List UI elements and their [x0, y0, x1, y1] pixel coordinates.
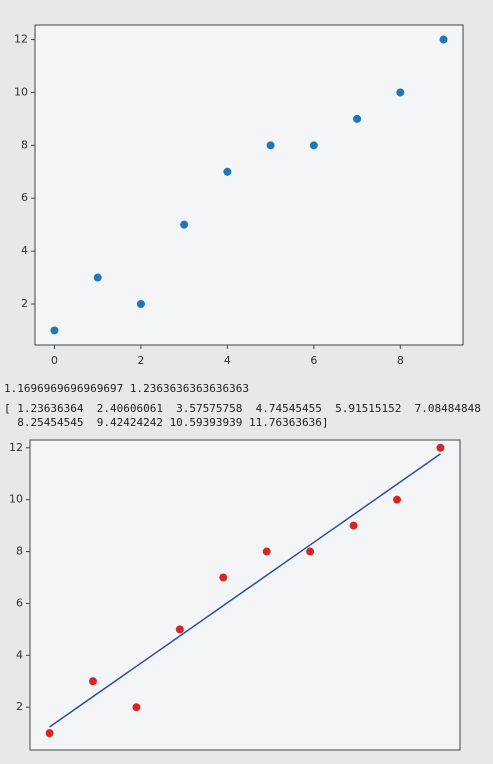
plot-area	[29, 439, 461, 751]
point	[349, 521, 358, 530]
point	[50, 326, 59, 335]
point	[88, 677, 97, 686]
x-tick-label: 2	[137, 354, 144, 367]
point	[439, 35, 448, 44]
y-tick-label: 4	[16, 648, 23, 661]
point	[180, 220, 189, 229]
x-tick-label: 6	[310, 354, 317, 367]
point	[132, 703, 141, 712]
point	[45, 729, 54, 738]
point	[223, 167, 232, 176]
y-tick-label: 12	[9, 441, 23, 454]
y-tick-label: 8	[21, 138, 28, 151]
x-tick-label: 4	[224, 354, 231, 367]
point	[309, 141, 318, 150]
y-tick-label: 2	[16, 700, 23, 713]
x-tick-label: 8	[397, 354, 404, 367]
console-line: [ 1.23636364 2.40606061 3.57575758 4.745…	[4, 402, 481, 415]
y-tick-label: 8	[16, 545, 23, 558]
y-tick-label: 6	[16, 596, 23, 609]
console-line: 8.25454545 9.42424242 10.59393939 11.763…	[4, 416, 329, 429]
y-tick-label: 12	[14, 33, 28, 46]
point	[396, 88, 405, 97]
point	[93, 273, 102, 282]
point	[353, 114, 362, 123]
point	[266, 141, 275, 150]
point	[436, 443, 445, 452]
x-tick-label: 0	[51, 354, 58, 367]
point	[306, 547, 315, 556]
point	[175, 625, 184, 634]
y-tick-label: 6	[21, 191, 28, 204]
point	[219, 573, 228, 582]
point	[262, 547, 271, 556]
y-tick-label: 2	[21, 297, 28, 310]
console-line: 1.1696969696969697 1.2363636363636363	[4, 382, 249, 395]
point	[393, 495, 402, 504]
point	[136, 300, 145, 309]
plot-area	[34, 24, 464, 346]
y-tick-label: 10	[14, 85, 28, 98]
fit-line	[49, 453, 441, 728]
y-tick-label: 10	[9, 493, 23, 506]
y-tick-label: 4	[21, 244, 28, 257]
